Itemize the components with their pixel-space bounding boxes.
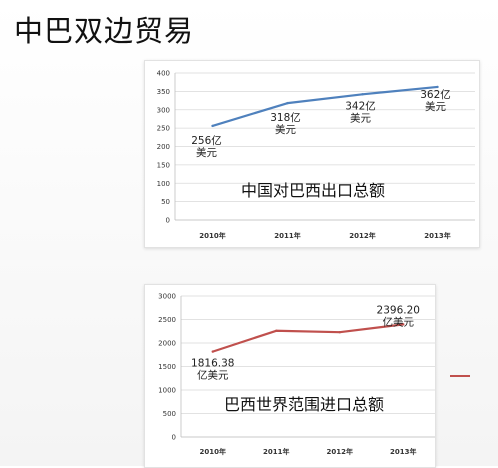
x-tick-label: 2010年 [199,231,225,240]
data-label: 362亿美元 [420,88,451,113]
data-point [211,124,214,128]
y-tick-label: 3000 [158,293,176,301]
data-label-line: 256亿 [191,134,222,147]
page-title: 中巴双边贸易 [14,14,195,48]
y-tick-label: 250 [157,125,170,133]
y-tick-label: 200 [157,143,170,151]
series-line [212,323,404,353]
data-label: 256亿美元 [191,134,222,159]
data-label: 342亿美元 [345,99,376,124]
data-point [211,350,214,353]
x-tick-label: 2011年 [274,231,300,240]
export-line-chart: 0 50 100 150 200 250 300 350 400 2010年 2011年 2012年 2… [157,70,475,240]
data-label-line: 美元 [275,123,296,136]
data-label-line: 342亿 [345,99,376,112]
legend-swatch [450,375,470,377]
data-point [402,323,405,326]
chart-annotation: 中国对巴西出口总额 [241,181,385,200]
data-label-line: 美元 [350,111,371,124]
y-tick-label: 1500 [158,363,176,371]
data-label: 318亿美元 [270,111,301,136]
y-tick-label: 50 [161,198,170,206]
x-tick-label: 2013年 [390,447,416,456]
y-tick-label: 400 [157,70,170,78]
data-label-line: 1816.38 [191,358,234,370]
data-label-line: 318亿 [270,111,301,124]
y-tick-label: 2500 [158,316,176,324]
data-point [286,101,289,105]
data-label-line: 美元 [196,146,217,159]
y-tick-label: 0 [166,217,170,225]
y-tick-label: 100 [157,180,170,188]
y-tick-label: 1000 [158,387,176,395]
data-label: 2396.20 亿美元 [377,304,420,328]
x-tick-label: 2010年 [200,447,226,456]
data-point [275,329,278,332]
import-line-chart: 0 500 1000 1500 2000 2500 3000 2010年 2011年 2012年 2… [158,293,435,456]
x-tick-label: 2013年 [424,231,450,240]
series-line [212,85,438,127]
y-tick-label: 150 [157,161,170,169]
data-label-line: 362亿 [420,88,451,101]
y-tick-label: 2000 [158,340,176,348]
y-tick-label: 350 [157,88,170,96]
data-label-line: 亿美元 [383,315,415,328]
data-label-line: 2396.20 [377,304,420,316]
data-point [361,93,364,96]
data-label: 1816.38 亿美元 [191,358,234,382]
data-point [338,330,341,334]
x-tick-label: 2012年 [349,231,375,240]
x-tick-label: 2012年 [327,447,353,456]
data-label-line: 美元 [425,100,446,113]
export-chart-panel: 0 50 100 150 200 250 300 350 400 2010年 2011年 2012年 2… [144,60,480,248]
data-label-line: 亿美元 [197,369,229,382]
y-tick-label: 300 [157,106,170,114]
chart-annotation: 巴西世界范围进口总额 [224,395,384,414]
x-tick-label: 2011年 [263,447,289,456]
y-tick-label: 0 [172,434,176,442]
data-point [436,85,439,89]
import-chart-panel: 0 500 1000 1500 2000 2500 3000 2010年 2011年 2012年 2… [144,284,436,468]
y-tick-label: 500 [163,410,176,418]
